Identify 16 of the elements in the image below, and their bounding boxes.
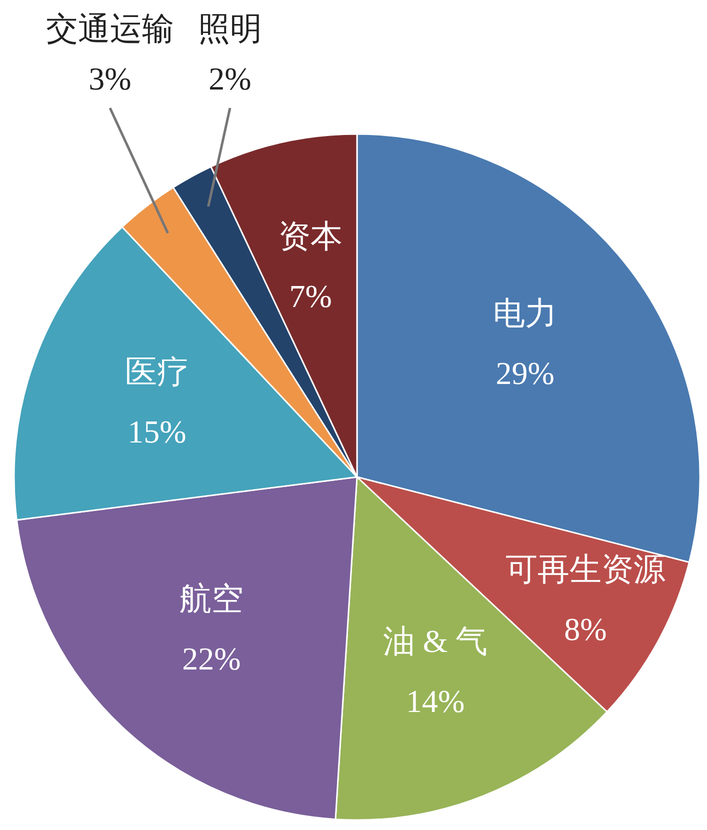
slice-label: 交通运输	[46, 10, 174, 46]
data-label: 22%	[182, 640, 241, 676]
slice-label: 电力	[493, 295, 558, 332]
data-label: 29%	[496, 355, 554, 392]
data-label: 15%	[128, 413, 186, 450]
data-label: 8%	[564, 610, 607, 647]
slice-label: 资本	[278, 218, 343, 254]
data-label: 7%	[289, 278, 332, 314]
slice-label: 航空	[179, 580, 244, 616]
data-label: 2%	[208, 60, 252, 96]
data-label: 3%	[88, 60, 132, 96]
slice-label: 油 & 气	[382, 623, 488, 660]
slice-label: 照明	[198, 10, 262, 46]
slice-label: 可再生资源	[505, 550, 666, 587]
slice-label: 医疗	[124, 353, 189, 390]
data-label: 14%	[406, 683, 465, 720]
